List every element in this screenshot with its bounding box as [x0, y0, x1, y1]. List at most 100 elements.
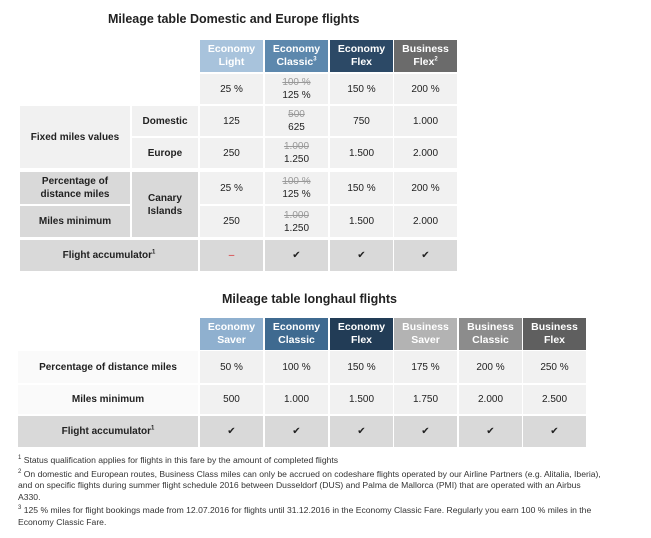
label: Business Classic: [467, 321, 514, 346]
value-cell: 2.000: [459, 385, 522, 414]
new-value: 125 %: [282, 189, 311, 200]
new-value: 1.250: [283, 154, 310, 165]
label: Economy Flex: [337, 43, 386, 68]
value-cell: 200 %: [459, 351, 522, 383]
label: Economy Saver: [207, 321, 256, 346]
value: 1.500: [348, 147, 375, 159]
value-cell: ✔: [200, 416, 263, 447]
old-value: 1.000: [283, 141, 310, 152]
cell-text: Business Classic: [462, 321, 519, 347]
label: Business Flex: [531, 321, 578, 346]
value-cell: 125: [200, 106, 263, 136]
value-cell: ✔: [523, 416, 586, 447]
footnote-text: 125 % miles for flight bookings made fro…: [18, 505, 592, 527]
value: 150 %: [347, 83, 376, 95]
cell-text: Economy Classic3: [268, 43, 325, 69]
value-cell: 250: [200, 138, 263, 168]
label: Miles minimum: [71, 394, 145, 405]
footnote-mark: 1: [18, 455, 22, 462]
footnote: 2 On domestic and European routes, Busin…: [18, 469, 603, 504]
value: 200 %: [411, 182, 440, 194]
note-mark: 3: [313, 56, 317, 63]
value-cell: 250: [200, 206, 263, 237]
label: Europe: [147, 147, 183, 159]
cell-text: Economy Flex: [333, 43, 390, 69]
footnotes: 1 Status qualification applies for fligh…: [18, 455, 603, 530]
value-cell: ✔: [330, 416, 393, 447]
value-cell: 500: [200, 385, 263, 414]
cell-text: Business Flex2: [397, 43, 454, 69]
table-title: Mileage table longhaul flights: [222, 292, 398, 306]
column-header: Business Classic: [459, 318, 522, 350]
label: Percentage of distance miles: [39, 361, 177, 373]
value: 1.000: [412, 115, 439, 127]
value: 750: [353, 115, 370, 127]
value-cell: ✔: [459, 416, 522, 447]
old-value: 500: [288, 109, 305, 120]
value-cell: 1.500: [330, 206, 393, 237]
value-cell: ✔: [265, 416, 328, 447]
row-label: Domestic: [132, 106, 198, 136]
value: ✔: [292, 426, 301, 437]
value-cell: 1.000: [265, 385, 328, 414]
new-value: 125 %: [282, 90, 311, 101]
value-cell: 2.500: [523, 385, 586, 414]
value-cell: ✔: [330, 240, 393, 271]
column-header: Economy Classic3: [265, 40, 328, 72]
value: 250 %: [540, 361, 569, 373]
cell-text: Percentage of distance miles: [39, 361, 177, 374]
value: 250: [223, 216, 240, 227]
footnote-text: On domestic and European routes, Busines…: [18, 468, 601, 502]
old-value: 1.000: [283, 209, 310, 221]
row-label: Flight accumulator1: [18, 416, 198, 447]
row-group-label: Canary Islands: [132, 172, 198, 237]
table-title: Mileage table Domestic and Europe flight…: [108, 12, 360, 26]
value: ✔: [550, 426, 559, 437]
value-cell: 750: [330, 106, 393, 136]
value-cell: ✔: [394, 416, 457, 447]
footnote-text: Status qualification applies for flights…: [23, 455, 339, 465]
value: 2.000: [412, 216, 439, 227]
value-cell: 100 % 125 %: [265, 74, 328, 104]
note-mark: 1: [151, 425, 155, 432]
value: ✔: [357, 250, 366, 261]
column-header: Economy Flex: [330, 318, 393, 350]
column-header: Economy Saver: [200, 318, 263, 350]
label: Economy Classic: [272, 321, 321, 346]
label: Economy Light: [207, 43, 256, 68]
value-cell: 100 % 125 %: [265, 172, 328, 204]
footnote-mark: 2: [18, 468, 22, 475]
note-mark: 1: [152, 249, 156, 256]
label: Domestic: [142, 115, 188, 127]
row-group-label: Fixed miles values: [20, 106, 130, 168]
value: 150 %: [347, 361, 376, 373]
label: Economy Classic: [272, 43, 321, 68]
value: 150 %: [347, 182, 376, 194]
value: 250: [223, 147, 240, 159]
value: ✔: [292, 250, 301, 261]
new-value: 1.250: [283, 222, 310, 234]
cell-text: Europe: [148, 147, 182, 160]
cell-text: Miles minimum: [39, 215, 111, 228]
old-value: 100 %: [282, 77, 311, 88]
value: 500: [223, 394, 240, 405]
value-cell: ✔: [394, 240, 457, 271]
value-cell: 200 %: [394, 172, 457, 204]
footnote: 1 Status qualification applies for fligh…: [18, 455, 603, 467]
column-header: Business Flex2: [394, 40, 457, 72]
cell-text: Economy Light: [203, 43, 260, 69]
value-cell: 150 %: [330, 74, 393, 104]
value: ✔: [421, 250, 430, 261]
old-value: 100 %: [282, 176, 311, 187]
cell-text: Canary Islands: [135, 192, 195, 218]
value-cell: 1.750: [394, 385, 457, 414]
label: Fixed miles values: [30, 131, 120, 143]
value: 50 %: [220, 361, 243, 373]
label: Canary Islands: [147, 192, 183, 217]
value: ✔: [486, 426, 495, 437]
value: ✔: [357, 426, 366, 437]
cell-text: Percentage of distance miles: [23, 175, 127, 201]
value-cell: 1.500: [330, 385, 393, 414]
row-label: Percentage of distance miles: [20, 172, 130, 204]
cell-text: Miles minimum: [72, 393, 144, 406]
